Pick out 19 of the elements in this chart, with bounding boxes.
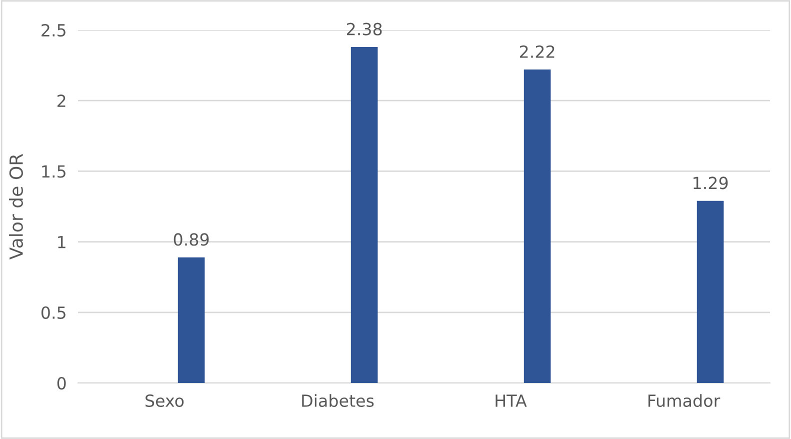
x-tick-label: HTA — [496, 394, 527, 407]
bar — [696, 200, 724, 383]
x-tick-label: Diabetes — [302, 394, 374, 408]
y-tick-label: 0 — [57, 376, 66, 390]
data-label: 0.89 — [174, 233, 209, 246]
y-axis-title: Valor de OR — [9, 154, 23, 260]
bar — [350, 46, 378, 383]
y-tick-label: 1 — [58, 236, 66, 248]
data-label: 2.22 — [520, 45, 554, 58]
bar — [524, 70, 551, 383]
x-tick-label: Fumador — [648, 394, 720, 408]
data-label: 2.38 — [346, 22, 382, 36]
y-tick-label: 2.5 — [42, 24, 66, 37]
y-tick-label: 2 — [58, 94, 66, 107]
bar — [178, 257, 205, 383]
x-tick-label: Sexo — [146, 394, 184, 408]
y-tick-label: 1.5 — [42, 165, 66, 178]
y-tick-label: 0.5 — [41, 306, 66, 319]
data-label: 1.29 — [694, 176, 728, 190]
